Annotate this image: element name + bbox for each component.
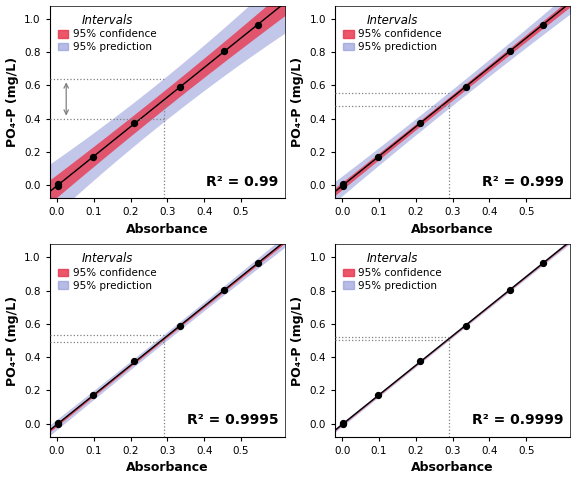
- Legend: 95% confidence, 95% prediction: 95% confidence, 95% prediction: [55, 11, 160, 55]
- Point: [538, 259, 547, 267]
- X-axis label: Absorbance: Absorbance: [126, 223, 209, 236]
- Point: [339, 182, 348, 190]
- Point: [538, 21, 547, 28]
- Text: R² = 0.999: R² = 0.999: [482, 175, 563, 189]
- Text: R² = 0.99: R² = 0.99: [206, 175, 278, 189]
- Point: [373, 392, 382, 399]
- Point: [339, 180, 348, 188]
- Legend: 95% confidence, 95% prediction: 95% confidence, 95% prediction: [340, 250, 445, 294]
- X-axis label: Absorbance: Absorbance: [411, 461, 494, 474]
- Y-axis label: PO₄-P (mg/L): PO₄-P (mg/L): [6, 57, 18, 147]
- Point: [130, 119, 139, 127]
- Point: [54, 420, 63, 428]
- Point: [415, 119, 424, 127]
- X-axis label: Absorbance: Absorbance: [126, 461, 209, 474]
- Point: [54, 180, 63, 188]
- Point: [176, 83, 185, 91]
- Point: [461, 83, 470, 91]
- Point: [339, 420, 348, 428]
- Legend: 95% confidence, 95% prediction: 95% confidence, 95% prediction: [340, 11, 445, 55]
- Y-axis label: PO₄-P (mg/L): PO₄-P (mg/L): [291, 296, 304, 385]
- Point: [176, 322, 185, 329]
- Point: [253, 259, 262, 267]
- Point: [220, 48, 229, 55]
- Legend: 95% confidence, 95% prediction: 95% confidence, 95% prediction: [55, 250, 160, 294]
- X-axis label: Absorbance: Absorbance: [411, 223, 494, 236]
- Point: [505, 48, 514, 55]
- Text: R² = 0.9995: R² = 0.9995: [187, 413, 278, 427]
- Point: [253, 21, 262, 28]
- Point: [88, 153, 97, 161]
- Point: [461, 322, 470, 329]
- Point: [373, 153, 382, 161]
- Y-axis label: PO₄-P (mg/L): PO₄-P (mg/L): [6, 296, 18, 385]
- Point: [505, 286, 514, 294]
- Point: [54, 419, 63, 427]
- Point: [220, 286, 229, 294]
- Y-axis label: PO₄-P (mg/L): PO₄-P (mg/L): [291, 57, 304, 147]
- Point: [88, 392, 97, 399]
- Text: R² = 0.9999: R² = 0.9999: [472, 413, 563, 427]
- Point: [130, 358, 139, 365]
- Point: [415, 358, 424, 365]
- Point: [54, 182, 63, 190]
- Point: [339, 419, 348, 427]
